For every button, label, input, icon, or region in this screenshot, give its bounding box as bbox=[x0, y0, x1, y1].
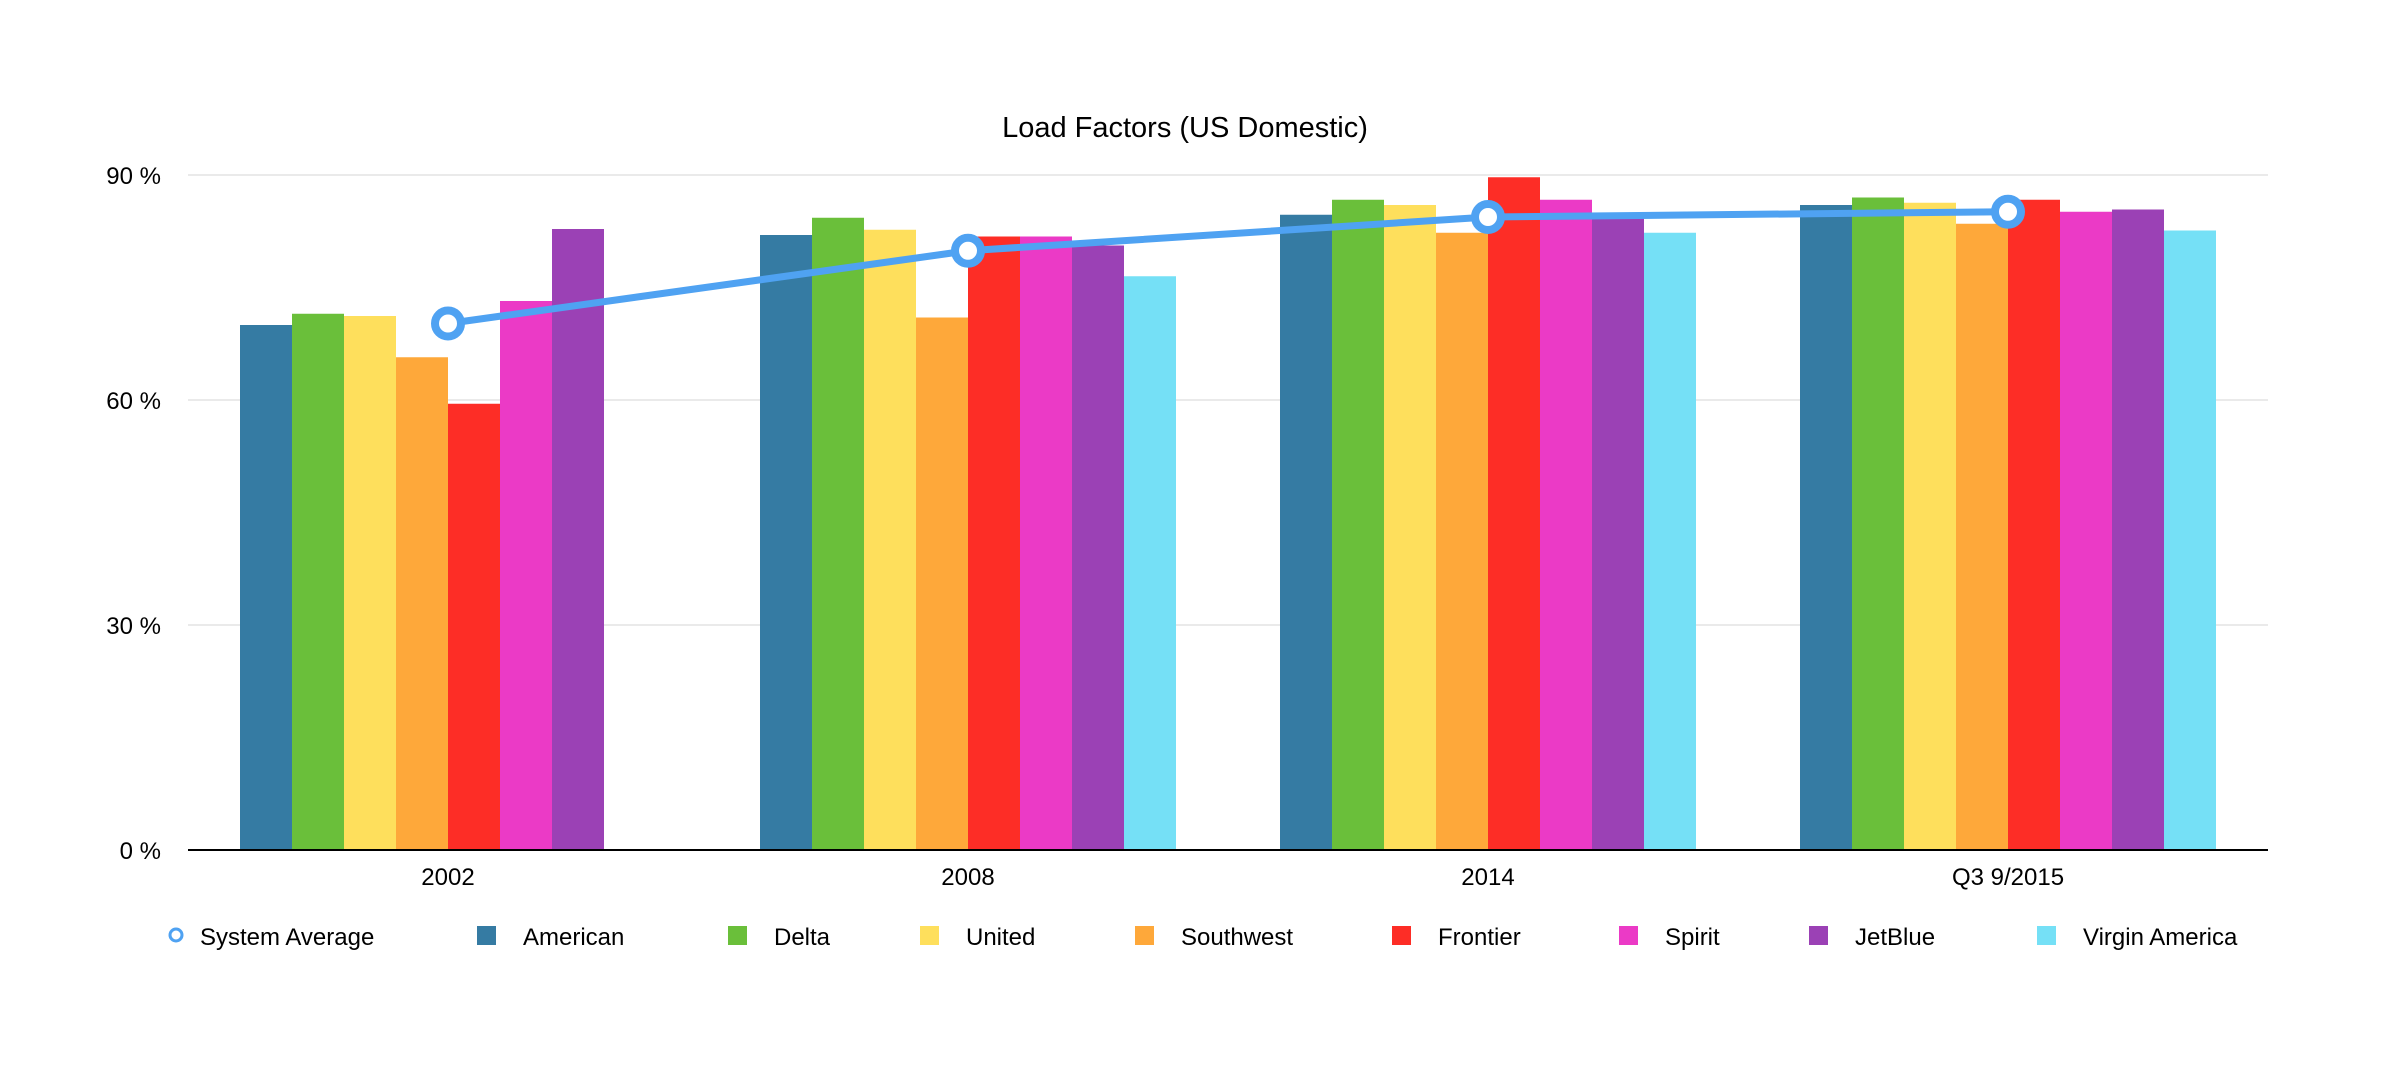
bar-delta bbox=[1852, 197, 1904, 850]
bar-virgin-america bbox=[2164, 230, 2216, 850]
bar-spirit bbox=[1020, 236, 1072, 850]
bar-delta bbox=[292, 313, 344, 850]
legend-label-spirit: Spirit bbox=[1665, 924, 1720, 951]
bar-american bbox=[760, 235, 812, 850]
bar-virgin-america bbox=[1644, 232, 1696, 850]
bar-spirit bbox=[500, 301, 552, 850]
system-average-line bbox=[431, 194, 2025, 341]
system-average-point bbox=[1471, 200, 1505, 234]
y-tick-label: 30 % bbox=[106, 613, 161, 640]
bar-southwest bbox=[1956, 223, 2008, 850]
x-axis-ticks: 2002 2008 2014 Q3 9/2015 bbox=[421, 864, 2064, 891]
system-average-point bbox=[431, 306, 465, 341]
bar-southwest bbox=[916, 317, 968, 850]
bar-american bbox=[1280, 214, 1332, 850]
system-average-point bbox=[951, 233, 985, 268]
bar-frontier bbox=[968, 236, 1020, 850]
system-average-path bbox=[447, 208, 2009, 327]
y-tick-label: 90 % bbox=[106, 163, 161, 190]
legend-label-frontier: Frontier bbox=[1438, 924, 1521, 951]
bar-frontier bbox=[448, 403, 500, 850]
legend-swatch-system-average bbox=[168, 927, 184, 943]
x-tick-label: Q3 9/2015 bbox=[1952, 864, 2064, 891]
bar-spirit bbox=[2060, 211, 2112, 850]
bar-frontier bbox=[2008, 199, 2060, 850]
x-tick-label: 2002 bbox=[421, 864, 474, 891]
bar-jetblue bbox=[2112, 209, 2164, 850]
legend-swatch-delta bbox=[728, 926, 747, 945]
bar-spirit bbox=[1540, 199, 1592, 850]
system-average-point bbox=[1991, 194, 2025, 229]
legend-swatch-spirit bbox=[1619, 926, 1638, 945]
legend-label-virgin-america: Virgin America bbox=[2083, 924, 2238, 951]
bar-united bbox=[864, 229, 916, 850]
legend-swatch-southwest bbox=[1135, 926, 1154, 945]
bar-southwest bbox=[1436, 232, 1488, 850]
legend-swatch-jetblue bbox=[1809, 926, 1828, 945]
legend-swatch-frontier bbox=[1392, 926, 1411, 945]
y-tick-label: 0 % bbox=[120, 838, 161, 865]
legend-label-american: American bbox=[523, 924, 624, 951]
bar-american bbox=[1800, 205, 1852, 850]
x-tick-label: 2014 bbox=[1461, 864, 1514, 891]
y-tick-label: 60 % bbox=[106, 388, 161, 415]
bar-delta bbox=[812, 217, 864, 850]
bar-jetblue bbox=[1072, 245, 1124, 850]
legend-label-united: United bbox=[966, 924, 1035, 951]
bar-jetblue bbox=[1592, 214, 1644, 850]
legend-swatch-american bbox=[477, 926, 496, 945]
bar-united bbox=[1384, 205, 1436, 850]
legend-label-southwest: Southwest bbox=[1181, 924, 1293, 951]
x-tick-label: 2008 bbox=[941, 864, 994, 891]
legend-label-jetblue: JetBlue bbox=[1855, 924, 1935, 951]
bar-delta bbox=[1332, 199, 1384, 850]
bar-jetblue bbox=[552, 229, 604, 850]
legend-label-system-average: System Average bbox=[200, 924, 374, 951]
y-axis-ticks: 0 % 30 % 60 % 90 % bbox=[106, 163, 161, 865]
chart-title: Load Factors (US Domestic) bbox=[1002, 112, 1368, 144]
legend-swatch-united bbox=[920, 926, 939, 945]
bars bbox=[240, 177, 2216, 850]
bar-frontier bbox=[1488, 177, 1540, 850]
bar-southwest bbox=[396, 357, 448, 850]
legend-label-delta: Delta bbox=[774, 924, 831, 951]
legend: System Average American Delta United Southwe… bbox=[168, 924, 2238, 951]
bar-united bbox=[344, 316, 396, 850]
bar-united bbox=[1904, 202, 1956, 850]
bar-virgin-america bbox=[1124, 276, 1176, 850]
legend-swatch-virgin-america bbox=[2037, 926, 2056, 945]
bar-american bbox=[240, 325, 292, 850]
